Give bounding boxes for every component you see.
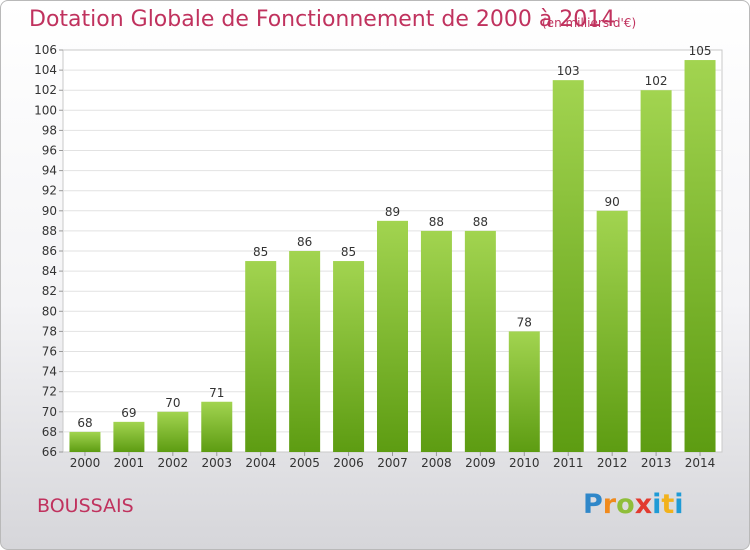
data-label-2004: 85 <box>253 245 268 259</box>
x-tick-label-2003: 2003 <box>201 456 232 470</box>
y-tick-label: 106 <box>34 43 57 57</box>
bar-2014 <box>684 60 716 453</box>
y-tick-label: 96 <box>42 144 57 158</box>
x-tick-label-2010: 2010 <box>509 456 540 470</box>
x-tick-label-2011: 2011 <box>553 456 584 470</box>
y-axis-ticks: 66 68 70 72 74 76 78 80 82 84 86 88 90 92 94 96 98 100 102… <box>34 43 63 459</box>
bar-2012 <box>596 210 628 452</box>
data-label-2001: 69 <box>121 406 136 420</box>
x-tick-label-2002: 2002 <box>158 456 189 470</box>
y-tick-label: 74 <box>42 365 57 379</box>
bar-2011 <box>552 80 584 453</box>
bar-2001 <box>113 421 145 452</box>
bars <box>69 60 716 453</box>
data-label-2003: 71 <box>209 386 224 400</box>
data-label-2011: 103 <box>557 64 580 78</box>
bar-2008 <box>420 230 452 452</box>
y-tick-label: 90 <box>42 204 57 218</box>
chart-unit-label: (en milliers d'€) <box>542 16 637 30</box>
y-tick-label: 100 <box>34 103 57 117</box>
y-tick-label: 72 <box>42 385 57 399</box>
y-tick-label: 70 <box>42 405 57 419</box>
x-tick-label-2009: 2009 <box>465 456 496 470</box>
bar-2007 <box>377 220 408 452</box>
data-label-2005: 86 <box>297 235 312 249</box>
bar-2006 <box>333 261 365 452</box>
data-label-2013: 102 <box>645 74 668 88</box>
x-tick-label-2001: 2001 <box>114 456 145 470</box>
x-tick-label-2006: 2006 <box>333 456 364 470</box>
data-label-2010: 78 <box>517 315 532 329</box>
town-name: BOUSSAIS <box>37 495 134 517</box>
proxiti-logo[interactable]: Proxiti <box>583 489 684 520</box>
bar-2003 <box>201 401 233 452</box>
bar-2009 <box>464 230 496 452</box>
y-tick-label: 94 <box>42 164 57 178</box>
y-tick-label: 104 <box>34 63 57 77</box>
x-tick-label-2008: 2008 <box>421 456 452 470</box>
y-tick-label: 76 <box>42 345 57 359</box>
data-label-2008: 88 <box>429 215 444 229</box>
chart-title: Dotation Globale de Fonctionnement de 20… <box>29 7 616 32</box>
data-label-2006: 85 <box>341 245 356 259</box>
bar-2013 <box>640 90 672 452</box>
data-label-2012: 90 <box>605 195 620 209</box>
y-tick-label: 86 <box>42 244 57 258</box>
y-tick-label: 88 <box>42 224 57 238</box>
data-label-2000: 68 <box>77 416 92 430</box>
y-tick-label: 102 <box>34 83 57 97</box>
data-label-2014: 105 <box>689 44 712 58</box>
y-tick-label: 66 <box>42 445 57 459</box>
x-axis-ticks: 2000 2001 2002 2003 2004 2005 2006 2007 2008 2009… <box>70 452 716 470</box>
x-tick-label-2005: 2005 <box>289 456 320 470</box>
y-tick-label: 80 <box>42 304 57 318</box>
y-tick-label: 78 <box>42 324 57 338</box>
data-labels: 68 69 70 71 85 86 85 89 88 88 78 103 90 102 105 <box>77 44 711 430</box>
y-tick-label: 84 <box>42 264 57 278</box>
y-tick-label: 68 <box>42 425 57 439</box>
x-tick-label-2012: 2012 <box>597 456 628 470</box>
data-label-2009: 88 <box>473 215 488 229</box>
x-tick-label-2004: 2004 <box>245 456 276 470</box>
x-tick-label-2000: 2000 <box>70 456 101 470</box>
y-tick-label: 92 <box>42 184 57 198</box>
x-tick-label-2014: 2014 <box>685 456 716 470</box>
data-label-2007: 89 <box>385 205 400 219</box>
data-label-2002: 70 <box>165 396 180 410</box>
bar-2000 <box>69 431 101 452</box>
y-tick-label: 98 <box>42 123 57 137</box>
bar-2010 <box>508 331 540 452</box>
x-tick-label-2007: 2007 <box>377 456 408 470</box>
bar-2002 <box>157 411 189 452</box>
bar-2004 <box>245 261 277 452</box>
x-tick-label-2013: 2013 <box>641 456 672 470</box>
y-tick-label: 82 <box>42 284 57 298</box>
bar-2005 <box>289 251 321 452</box>
